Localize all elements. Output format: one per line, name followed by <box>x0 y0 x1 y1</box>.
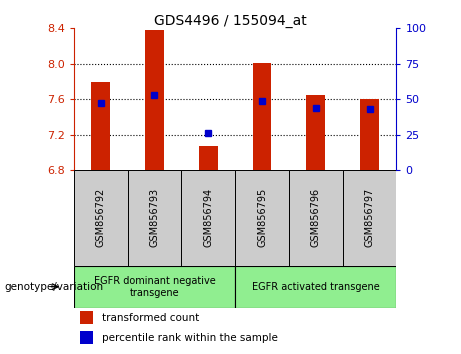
Text: GDS4496 / 155094_at: GDS4496 / 155094_at <box>154 14 307 28</box>
Bar <box>74 170 128 266</box>
Text: GSM856794: GSM856794 <box>203 188 213 247</box>
Bar <box>91 82 110 170</box>
Bar <box>343 170 396 266</box>
Bar <box>80 312 93 324</box>
Bar <box>74 266 235 308</box>
Text: percentile rank within the sample: percentile rank within the sample <box>102 333 278 343</box>
Bar <box>199 146 218 170</box>
Text: GSM856793: GSM856793 <box>149 188 160 247</box>
Bar <box>289 170 343 266</box>
Bar <box>128 170 181 266</box>
Text: transformed count: transformed count <box>102 313 200 323</box>
Text: genotype/variation: genotype/variation <box>5 282 104 292</box>
Bar <box>360 99 379 170</box>
Bar <box>80 331 93 344</box>
Bar <box>307 95 325 170</box>
Bar <box>235 266 396 308</box>
Bar <box>145 30 164 170</box>
Bar <box>181 170 235 266</box>
Text: GSM856795: GSM856795 <box>257 188 267 247</box>
Bar <box>253 63 272 170</box>
Text: GSM856796: GSM856796 <box>311 188 321 247</box>
Text: EGFR dominant negative
transgene: EGFR dominant negative transgene <box>94 276 215 298</box>
Text: EGFR activated transgene: EGFR activated transgene <box>252 282 380 292</box>
Text: GSM856792: GSM856792 <box>95 188 106 247</box>
Bar <box>235 170 289 266</box>
Text: GSM856797: GSM856797 <box>365 188 375 247</box>
